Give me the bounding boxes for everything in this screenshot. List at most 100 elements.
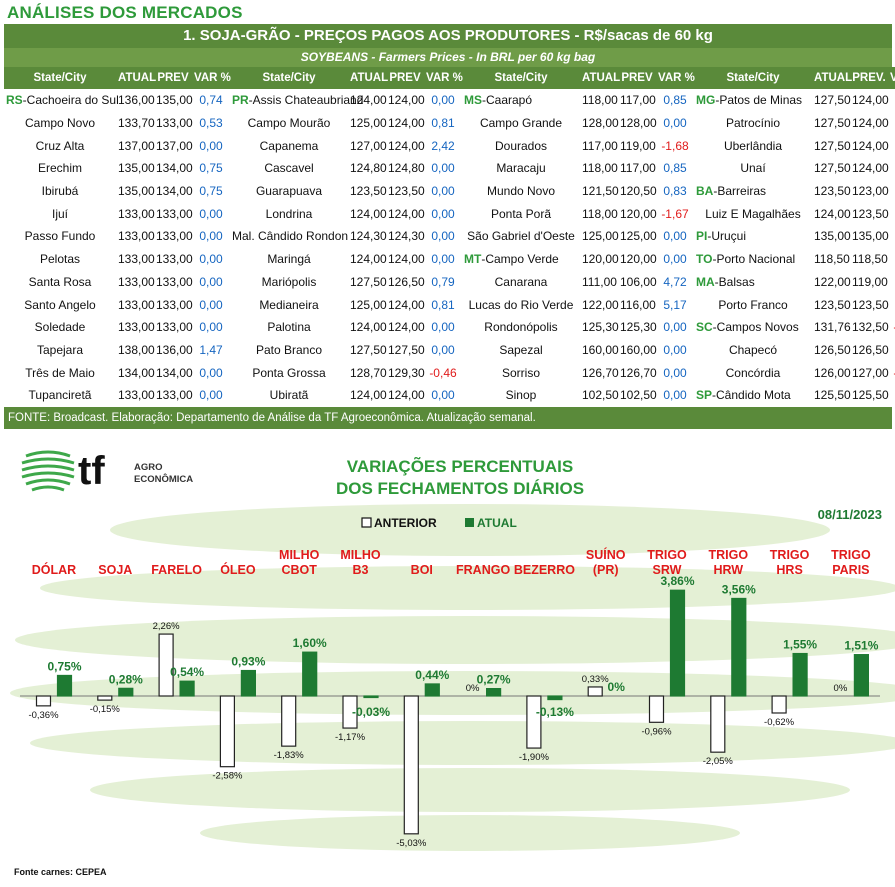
atual-cell: 123,50	[814, 184, 851, 199]
atual-cell: 121,50	[582, 184, 619, 199]
city-cell: MA-Balsas	[694, 271, 812, 294]
city-cell: Londrina	[230, 202, 348, 225]
city-name: Sinop	[505, 388, 537, 403]
city-name: Balsas	[718, 274, 755, 289]
column-header: State/City	[694, 67, 812, 89]
city-cell: Ubiratã	[230, 384, 348, 407]
atual-cell: 133,00	[118, 229, 155, 244]
value-label-anterior: -1,17%	[335, 732, 366, 743]
table-row: Três de Maio 134,00 134,00 0,00 Ponta Grossa…	[4, 361, 895, 384]
atual-cell: 124,00	[350, 206, 387, 221]
column-header: ATUAL	[580, 67, 620, 89]
prev-cell: 124,00	[388, 116, 425, 131]
city-cell: Porto Franco	[694, 293, 812, 316]
city-cell: São Gabriel d'Oeste	[462, 225, 580, 248]
city-cell: Campo Novo	[4, 112, 116, 135]
city-cell: Ponta Grossa	[230, 361, 348, 384]
atual-cell: 122,00	[582, 297, 619, 312]
atual-cell: 133,00	[118, 388, 155, 403]
city-cell: Mal. Cândido Rondon	[230, 225, 348, 248]
prev-cell: 123,50	[852, 206, 889, 221]
city-name: Campo Novo	[24, 116, 96, 131]
city-name: Cruz Alta	[35, 138, 85, 153]
category-label: B3	[353, 563, 369, 577]
atual-cell: 111,00	[582, 274, 617, 289]
chart-area: tf AGRO ECONÔMICA VARIAÇÕES PERCENTUAIS …	[0, 438, 895, 882]
atual-cell: 128,00	[582, 116, 619, 131]
atual-cell: 133,00	[118, 206, 155, 221]
table-row: Erechim 135,00 134,00 0,75 Cascavel 124,80 124…	[4, 157, 895, 180]
atual-cell: 122,00	[814, 274, 851, 289]
city-name: Ponta Grossa	[252, 365, 326, 380]
atual-cell: 133,70	[118, 116, 155, 131]
city-cell: PI-Uruçui	[694, 225, 812, 248]
column-header: State/City	[462, 67, 580, 89]
prev-cell: 160,00	[620, 342, 657, 357]
atual-cell: 128,70	[350, 365, 387, 380]
value-label-atual: 0,44%	[415, 668, 449, 682]
table-row: Santa Rosa 133,00 133,00 0,00 Mariópolis 127,…	[4, 271, 895, 294]
column-header: VAR %	[888, 67, 895, 89]
state-code: TO	[696, 252, 713, 267]
city-cell: Tapejara	[4, 339, 116, 362]
city-cell: SC-Campos Novos	[694, 316, 812, 339]
var-cell: 0,00	[199, 320, 223, 335]
category-label: BEZERRO	[514, 563, 575, 577]
atual-cell: 127,00	[350, 138, 387, 153]
bar-atual	[669, 589, 686, 697]
var-cell: 0,00	[888, 248, 895, 271]
prev-cell: 124,00	[852, 93, 889, 108]
city-name: Lucas do Rio Verde	[468, 297, 574, 312]
city-name: Patrocínio	[725, 116, 781, 131]
value-label-anterior: 0,33%	[582, 674, 609, 685]
legend: ANTERIOR ATUAL	[361, 516, 517, 530]
bar-atual	[56, 674, 73, 697]
city-cell: Guarapuava	[230, 180, 348, 203]
table-row: Soledade 133,00 133,00 0,00 Palotina 124,00 12…	[4, 316, 895, 339]
column-header: State/City	[4, 67, 116, 89]
city-cell: Uberlândia	[694, 134, 812, 157]
var-cell: 0,81	[431, 297, 455, 312]
var-cell: -1,68	[661, 138, 689, 153]
table-row: Tupanciretã 133,00 133,00 0,00 Ubiratã 124,00…	[4, 384, 895, 407]
var-cell: 0,85	[663, 161, 687, 176]
prev-cell: 134,00	[156, 161, 193, 176]
value-label-anterior: -0,62%	[764, 717, 795, 728]
city-cell: MS-Caarapó	[462, 89, 580, 112]
city-cell: PR-Assis Chateaubriand	[230, 89, 363, 112]
var-cell: 0,00	[431, 252, 455, 267]
city-name: Rondonópolis	[484, 320, 558, 335]
city-name: Mariópolis	[261, 274, 317, 289]
city-cell: Sorriso	[462, 361, 580, 384]
value-label-anterior: -2,58%	[212, 771, 243, 782]
atual-cell: 135,00	[118, 184, 155, 199]
bar-atual	[118, 687, 134, 697]
bar-anterior	[587, 686, 603, 697]
var-cell: 5,17	[663, 297, 687, 312]
city-name: Pelotas	[39, 252, 81, 267]
city-cell: Soledade	[4, 316, 116, 339]
city-name: Ibirubá	[41, 184, 79, 199]
city-name: Palotina	[267, 320, 311, 335]
value-label-anterior: 2,26%	[153, 621, 180, 632]
column-header: VAR %	[424, 67, 463, 89]
atual-cell: 118,50	[814, 252, 850, 267]
prev-cell: 133,00	[156, 320, 193, 335]
city-cell: BA-Barreiras	[694, 180, 812, 203]
var-cell: 0,00	[888, 384, 895, 407]
atual-cell: 135,00	[118, 161, 155, 176]
city-name: Barreiras	[717, 184, 767, 199]
column-header: PREV.	[850, 67, 888, 89]
prev-cell: 133,00	[156, 252, 193, 267]
prev-cell: 119,00	[852, 274, 888, 289]
prev-cell: 126,70	[620, 365, 657, 380]
city-name: Ijuí	[51, 206, 68, 221]
city-cell: Santo Angelo	[4, 293, 116, 316]
atual-cell: 124,80	[350, 161, 387, 176]
city-name: Luiz E Magalhães	[705, 206, 801, 221]
atual-cell: 126,70	[582, 365, 619, 380]
atual-cell: 133,00	[118, 320, 155, 335]
table-subtitle: SOYBEANS - Farmers Prices - In BRL per 6…	[4, 48, 892, 67]
var-cell: 0,00	[431, 388, 455, 403]
